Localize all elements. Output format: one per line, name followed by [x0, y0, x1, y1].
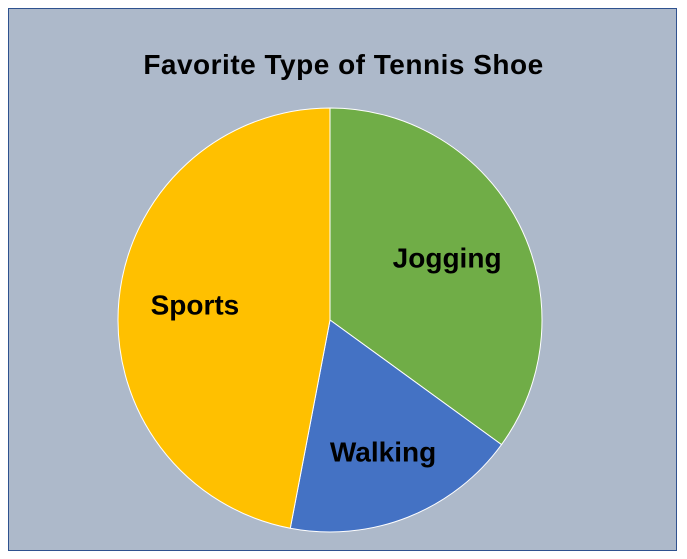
pie-slice-jogging [329, 107, 543, 446]
chart-title: Favorite Type of Tennis Shoe [143, 49, 544, 80]
chart-frame: Favorite Type of Tennis Shoe Jogging Walk… [8, 8, 677, 551]
pie-labels: Jogging Walking Sports [151, 243, 502, 468]
pie-chart: Jogging Walking Sports [117, 107, 543, 533]
pie-label-jogging: Jogging [393, 243, 502, 274]
pie-label-sports: Sports [151, 290, 240, 321]
pie-slice-walking [289, 319, 503, 533]
pie-label-walking: Walking [330, 436, 436, 467]
pie-slice-sports [117, 107, 331, 529]
pie-slices [117, 107, 543, 533]
